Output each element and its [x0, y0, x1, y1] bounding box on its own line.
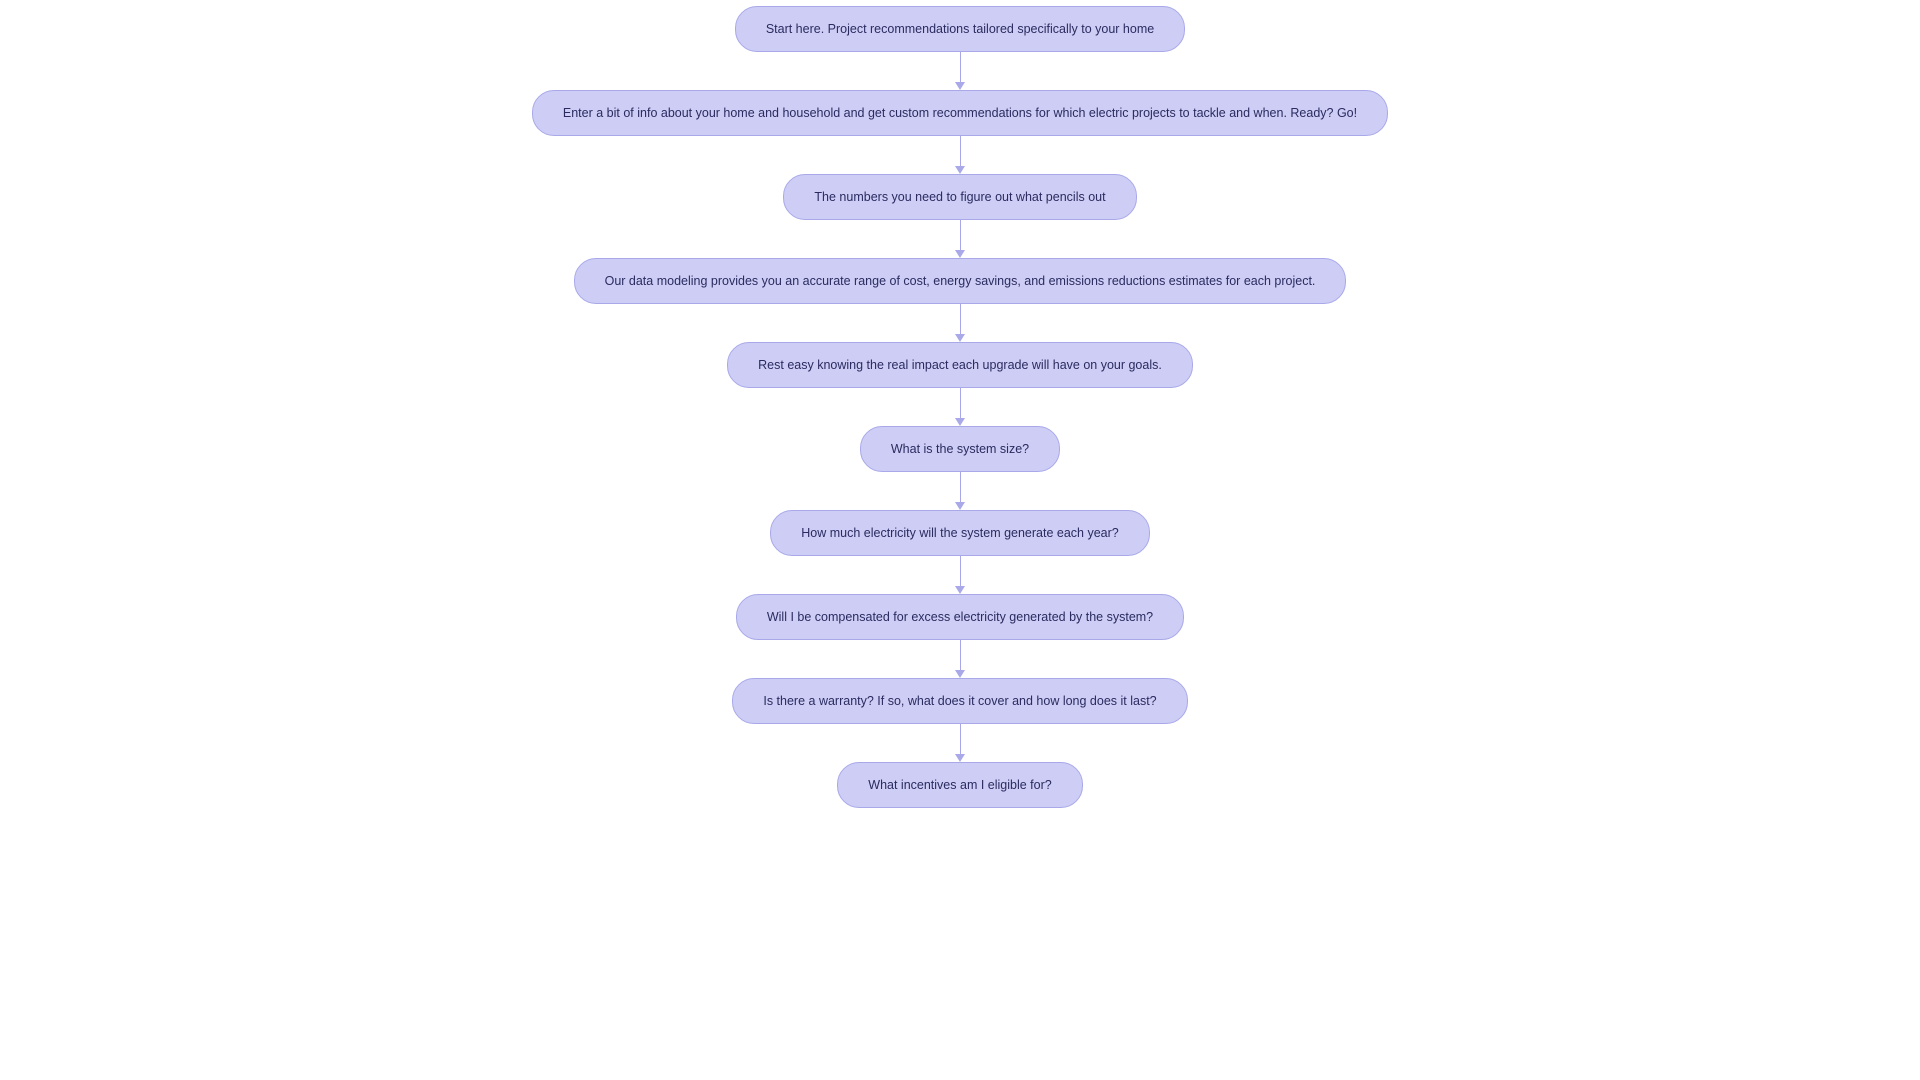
flowchart-arrow [955, 388, 965, 426]
arrow-head-icon [955, 502, 965, 510]
flowchart-node-label: Is there a warranty? If so, what does it… [763, 694, 1156, 708]
flowchart-node-label: What incentives am I eligible for? [868, 778, 1051, 792]
flowchart-node: Enter a bit of info about your home and … [532, 90, 1388, 136]
flowchart-node-label: Enter a bit of info about your home and … [563, 106, 1357, 120]
arrow-shaft [960, 640, 961, 670]
arrow-head-icon [955, 166, 965, 174]
arrow-shaft [960, 304, 961, 334]
flowchart-node-label: Rest easy knowing the real impact each u… [758, 358, 1162, 372]
flowchart-node-label: What is the system size? [891, 442, 1029, 456]
arrow-shaft [960, 724, 961, 754]
flowchart-canvas: Start here. Project recommendations tail… [0, 0, 1920, 1080]
arrow-head-icon [955, 754, 965, 762]
flowchart-arrow [955, 556, 965, 594]
arrow-shaft [960, 52, 961, 82]
flowchart-node: Will I be compensated for excess electri… [736, 594, 1184, 640]
flowchart-node-label: How much electricity will the system gen… [801, 526, 1119, 540]
flowchart-arrow [955, 52, 965, 90]
flowchart-node: What is the system size? [860, 426, 1060, 472]
arrow-shaft [960, 472, 961, 502]
flowchart-node: Is there a warranty? If so, what does it… [732, 678, 1187, 724]
flowchart-arrow [955, 304, 965, 342]
flowchart-node: Rest easy knowing the real impact each u… [727, 342, 1193, 388]
flowchart-node-label: Our data modeling provides you an accura… [605, 274, 1316, 288]
flowchart-column: Start here. Project recommendations tail… [0, 6, 1920, 808]
flowchart-node: Start here. Project recommendations tail… [735, 6, 1185, 52]
arrow-head-icon [955, 250, 965, 258]
flowchart-node: The numbers you need to figure out what … [783, 174, 1136, 220]
arrow-head-icon [955, 586, 965, 594]
arrow-head-icon [955, 670, 965, 678]
flowchart-arrow [955, 220, 965, 258]
arrow-shaft [960, 388, 961, 418]
flowchart-node-label: The numbers you need to figure out what … [814, 190, 1105, 204]
flowchart-node: Our data modeling provides you an accura… [574, 258, 1347, 304]
arrow-shaft [960, 220, 961, 250]
arrow-head-icon [955, 82, 965, 90]
flowchart-node: What incentives am I eligible for? [837, 762, 1082, 808]
flowchart-arrow [955, 724, 965, 762]
arrow-head-icon [955, 418, 965, 426]
flowchart-node: How much electricity will the system gen… [770, 510, 1150, 556]
flowchart-node-label: Will I be compensated for excess electri… [767, 610, 1153, 624]
flowchart-arrow [955, 640, 965, 678]
arrow-shaft [960, 556, 961, 586]
flowchart-arrow [955, 136, 965, 174]
arrow-head-icon [955, 334, 965, 342]
flowchart-arrow [955, 472, 965, 510]
flowchart-node-label: Start here. Project recommendations tail… [766, 22, 1154, 36]
arrow-shaft [960, 136, 961, 166]
